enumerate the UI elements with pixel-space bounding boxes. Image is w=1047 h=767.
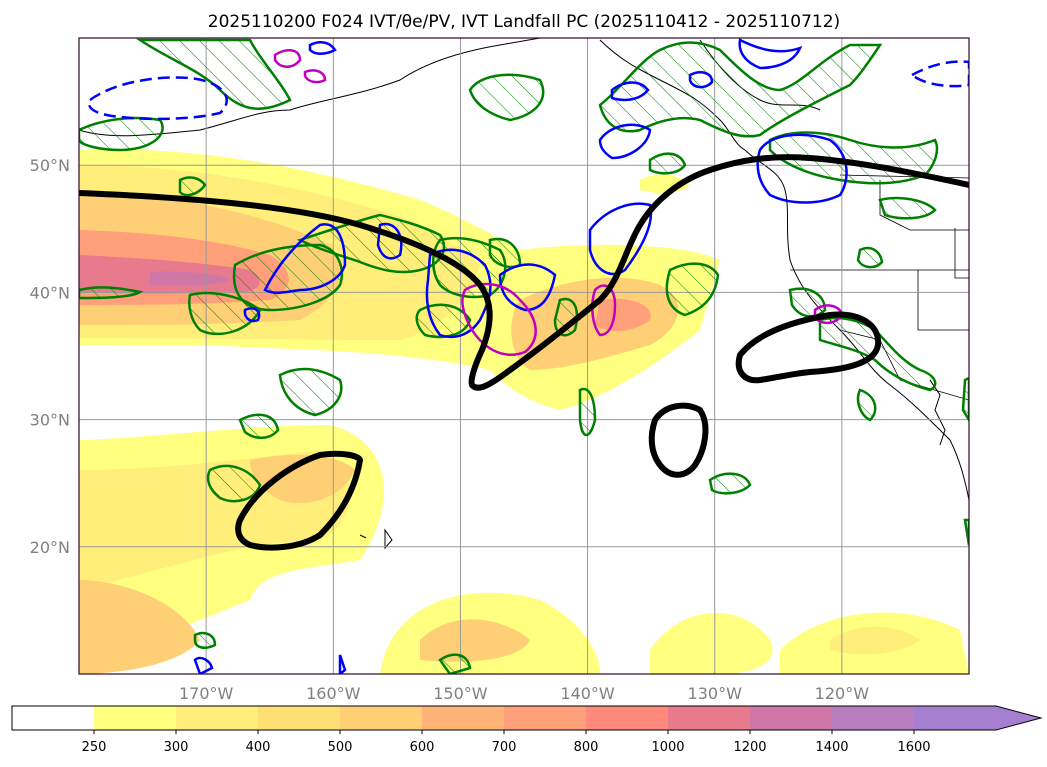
colorbar-label: 400 [246,740,271,755]
lat-label: 20°N [30,538,70,557]
colorbar-label: 500 [328,740,353,755]
figure-title: 2025110200 F024 IVT/θe/PV, IVT Landfall … [208,12,840,32]
colorbar-label: 1200 [733,740,766,755]
colorbar-label: 1600 [897,740,930,755]
gridlines [79,38,969,674]
colorbar-label: 800 [574,740,599,755]
colorbar-swatch [176,706,258,730]
lon-label: 130°W [688,684,743,703]
colorbar-swatch [586,706,668,730]
latitude-labels: 20°N 30°N 40°N 50°N [30,156,70,557]
pv-contours [193,38,848,674]
colorbar-swatch [750,706,832,730]
colorbar-swatch [258,706,340,730]
colorbar-swatch [914,706,996,730]
colorbar-swatch [340,706,422,730]
colorbar-swatch [668,706,750,730]
colorbar-label: 1400 [815,740,848,755]
lon-label: 140°W [560,684,615,703]
colorbar-swatch [504,706,586,730]
colorbar-label: 300 [164,740,189,755]
map-frame [78,37,970,675]
colorbar-swatch [422,706,504,730]
lon-label: 160°W [306,684,361,703]
lat-label: 50°N [30,156,70,175]
lat-label: 30°N [30,411,70,430]
pv-dashed-contours [87,60,969,121]
colorbar-label: 250 [82,740,107,755]
colorbar-swatch [832,706,914,730]
colorbar-label: 1000 [651,740,684,755]
theta-e-contours [79,38,969,674]
colorbar: 250 300 400 500 600 700 800 1000 1200 1400 1600 [11,705,1043,755]
lon-label: 170°W [179,684,234,703]
longitude-labels: 170°W 160°W 150°W 140°W 130°W 120°W [179,684,869,703]
colorbar-swatch [94,706,176,730]
lat-label: 40°N [30,283,70,302]
colorbar-outline [11,705,1043,731]
lon-label: 150°W [433,684,488,703]
colorbar-label: 600 [410,740,435,755]
colorbar-extend-arrow [994,706,1041,730]
colorbar-swatch [12,706,94,730]
map-panel: 20°N 30°N 40°N 50°N 170°W 160°W 150°W 140°W 130… [30,37,970,703]
pc-contours [79,154,969,551]
lon-label: 120°W [815,684,870,703]
colorbar-label: 700 [492,740,517,755]
